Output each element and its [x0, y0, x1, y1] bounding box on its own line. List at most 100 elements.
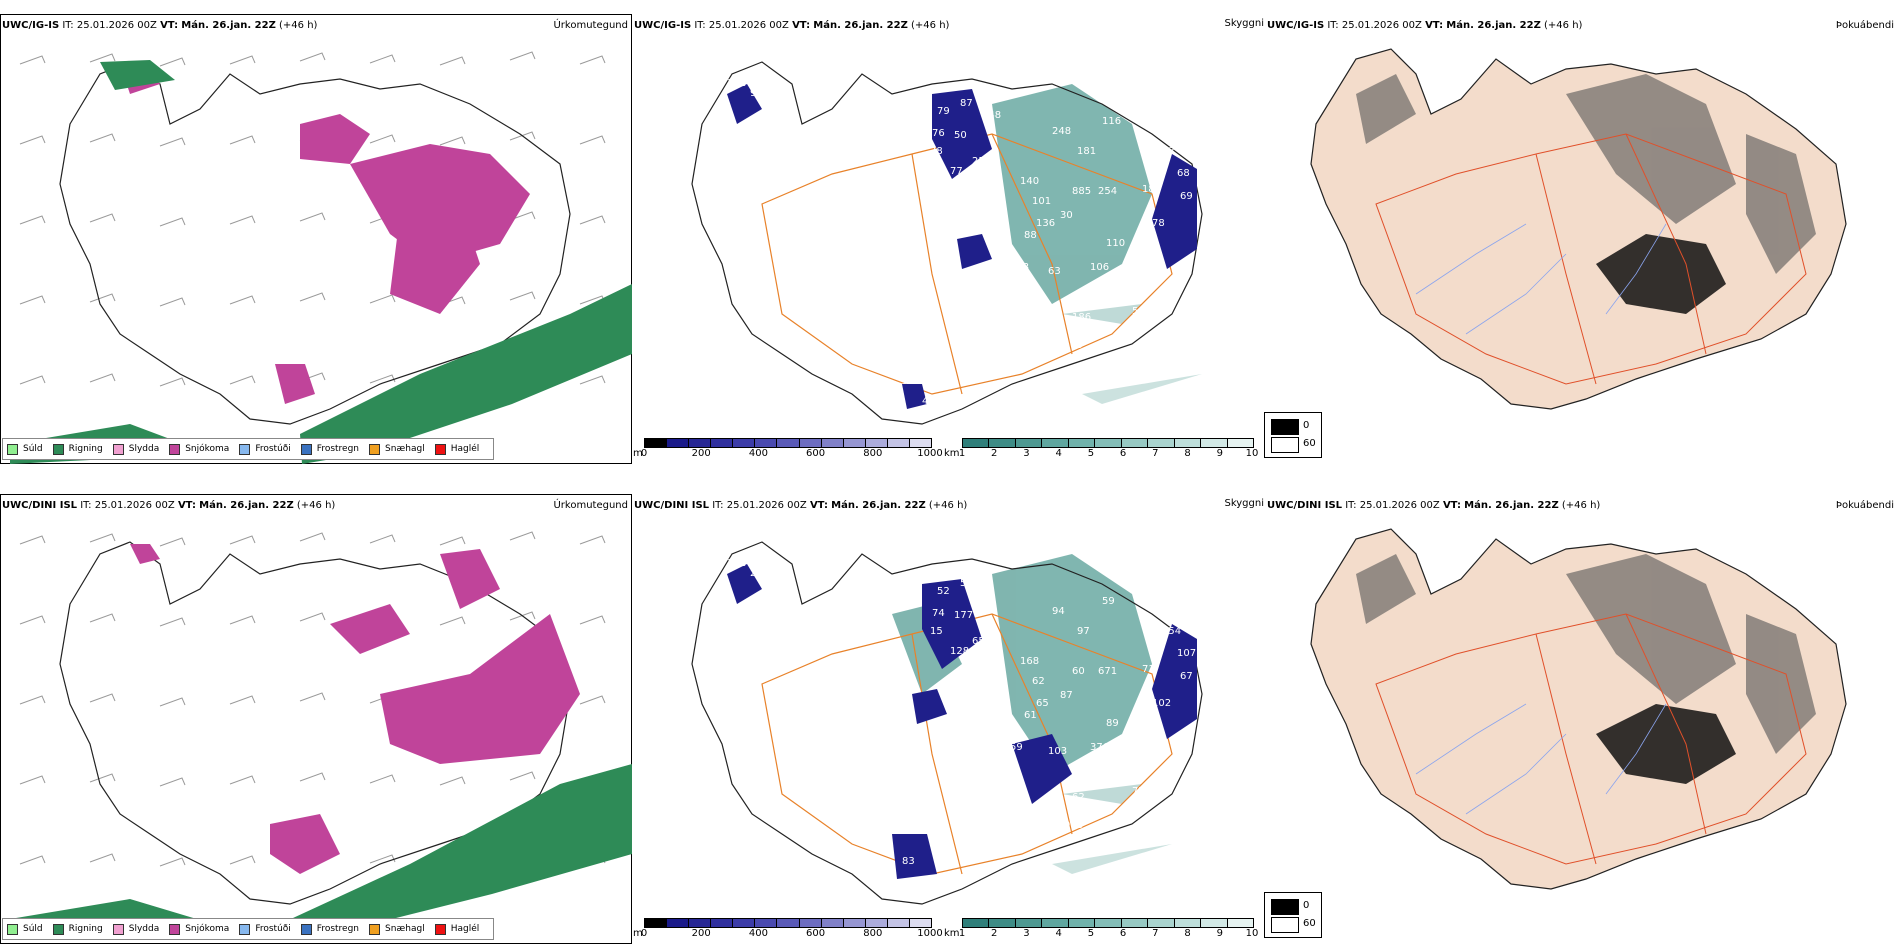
cloud-base-label: 43	[1162, 146, 1175, 157]
vt-value: Mán. 26.jan. 22Z	[199, 500, 294, 511]
lead-time: (+46 h)	[1544, 20, 1583, 31]
cloud-base-label: 34	[714, 108, 727, 119]
fog-swatch-black	[1271, 899, 1299, 915]
road-network	[1375, 133, 1807, 385]
cloud-base-label: 102	[1152, 698, 1171, 709]
snow-areas	[120, 64, 530, 404]
cloud-base-label: 186	[1142, 184, 1161, 195]
it-value: 25.01.2026 00Z	[1359, 500, 1440, 511]
colorbar-swatch	[1148, 439, 1175, 447]
colorbar-tick: 6	[1119, 448, 1127, 459]
cloud-base-label: 65	[1036, 698, 1049, 709]
colorbar-tick: 7	[1152, 448, 1159, 459]
colorbar-tick: 9	[1216, 928, 1223, 939]
legend-swatch	[369, 443, 381, 455]
colorbar-swatch	[1095, 919, 1122, 927]
model-name: UWC/DINI ISL	[634, 500, 710, 511]
colorbar-swatch	[909, 439, 932, 447]
colorbar-swatch	[887, 439, 910, 447]
panel-title-precip: Úrkomutegund	[553, 20, 628, 31]
colorbar-swatch	[989, 439, 1016, 447]
panel-header: UWC/DINI ISL IT: 25.01.2026 00Z VT: Mán.…	[1267, 500, 1600, 512]
cloud-base-label: 25	[972, 156, 985, 167]
vt-value: Mán. 26.jan. 22Z	[181, 20, 276, 31]
cloud-base-label: 60	[1084, 326, 1097, 337]
precip-panel-row2: UWC/DINI ISL IT: 25.01.2026 00Z VT: Mán.…	[0, 494, 632, 944]
legend-item: Rigning	[52, 443, 103, 455]
colorbar-tick: 1	[958, 928, 966, 939]
it-label: IT:	[1345, 500, 1357, 511]
it-label: IT:	[1327, 20, 1339, 31]
legend-item: Snjókoma	[169, 443, 229, 455]
it-value: 25.01.2026 00Z	[76, 20, 157, 31]
cloud-base-label: 87	[960, 98, 973, 109]
legend-item: Haglél	[434, 443, 479, 455]
colorbar-tick: 1000	[917, 928, 943, 939]
cloud-base-label: 71	[1142, 664, 1155, 675]
cloud-base-label: 68	[1177, 168, 1190, 179]
colorbar-swatch	[865, 439, 888, 447]
fog-swatch-white	[1271, 437, 1299, 453]
colorbar-tick: 200	[691, 448, 711, 459]
cloud-base-label: 130	[984, 186, 1003, 197]
vt-label: VT:	[792, 20, 811, 31]
fog-map-row2	[1310, 528, 1847, 890]
fog-panel-row2: UWC/DINI ISL IT: 25.01.2026 00Z VT: Mán.…	[1266, 494, 1900, 944]
cloud-base-label: 97	[1077, 626, 1090, 637]
legend-swatch	[169, 443, 181, 455]
fog-legend-white-label: 60	[1303, 918, 1316, 929]
cloud-base-label: 89	[1106, 718, 1119, 729]
colorbar-tick: 5	[1087, 928, 1095, 939]
cloud-base-label: 32	[922, 876, 935, 887]
cloud-base-label: 95	[750, 88, 763, 99]
colorbar-swatch	[667, 439, 690, 447]
model-name: UWC/DINI ISL	[2, 500, 78, 511]
iceland-outline	[691, 61, 1203, 425]
vt-label: VT:	[1425, 20, 1444, 31]
cloud-base-label: 82	[984, 666, 997, 677]
legend-label: Frostregn	[316, 444, 360, 454]
cloud-base-label: 113	[1010, 262, 1029, 273]
colorbar-km-unit: km	[944, 928, 960, 939]
cloud-base-label: 65	[972, 636, 985, 647]
model-name: UWC/IG-IS	[1267, 20, 1325, 31]
lead-time: (+46 h)	[928, 500, 968, 511]
panel-title-cloud: Skyggni	[1224, 498, 1264, 509]
cloud-base-label: 671	[1098, 666, 1117, 677]
colorbar-swatch	[989, 919, 1016, 927]
cloud-base-label: 15	[930, 626, 943, 637]
cloud-base-label: 177	[954, 610, 973, 621]
colorbar-km-unit: km	[944, 448, 960, 459]
legend-swatch	[239, 443, 251, 455]
vt-label: VT:	[160, 20, 179, 31]
colorbar-swatch	[689, 439, 712, 447]
cloud-base-label: 87	[1060, 690, 1073, 701]
legend-item: Frostregn	[300, 923, 359, 935]
fog-map-row1	[1310, 48, 1847, 410]
cloud-base-label: 186	[1072, 312, 1091, 323]
cloud-base-label: 60	[1072, 666, 1085, 677]
legend-swatch	[7, 443, 18, 455]
colorbar-swatch	[1201, 919, 1228, 927]
teal-cloud-areas	[992, 84, 1202, 404]
colorbar-tick: 400	[748, 928, 768, 939]
cloud-base-label: 996	[1064, 820, 1083, 831]
precip-map-row1	[0, 14, 632, 464]
legend-swatch	[112, 443, 124, 455]
fog-shading	[1356, 74, 1816, 274]
cloud-base-label: 107	[1177, 648, 1196, 659]
colorbar-tick: 2	[991, 928, 998, 939]
cloud-base-label: 355	[902, 376, 921, 387]
cloud-base-label: 38	[732, 138, 745, 149]
colorbar-swatch	[1095, 439, 1122, 447]
colorbar-swatch	[1121, 439, 1149, 447]
colorbar-km: km 1 2 3 4 5 6 7 8 9 10	[944, 914, 1260, 944]
precip-map-row2	[0, 494, 632, 944]
colorbar-tick: 0	[640, 448, 648, 459]
colorbar-swatch	[1068, 919, 1096, 927]
cloud-base-label: 52	[937, 586, 950, 597]
legend-swatch	[52, 923, 64, 935]
legend-item: Slydda	[112, 443, 159, 455]
colorbar-m-unit: m	[633, 928, 643, 939]
rivers	[1415, 703, 1667, 815]
